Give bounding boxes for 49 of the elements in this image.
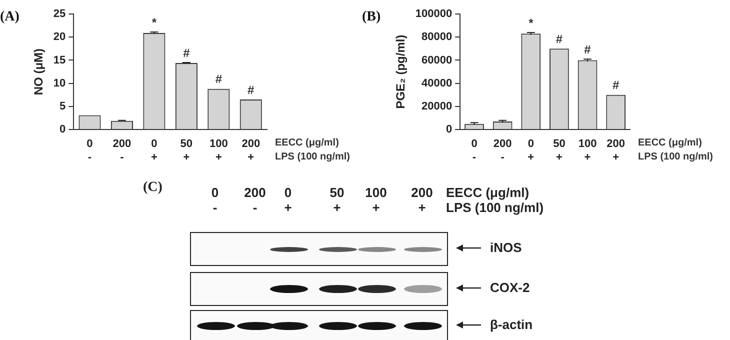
data-label: * bbox=[152, 15, 157, 30]
data-label: # bbox=[215, 72, 222, 86]
y-tick-label: 20 bbox=[53, 31, 66, 44]
category-label: 200 - bbox=[244, 185, 266, 215]
text: (C) bbox=[143, 180, 162, 196]
x-tick-label: 200 - bbox=[493, 138, 512, 164]
text: COX-2 bbox=[490, 280, 530, 295]
text: iNOS bbox=[490, 240, 522, 255]
x-tick-label: 0 + bbox=[150, 138, 158, 164]
y-tick-label: 0 bbox=[446, 124, 452, 136]
x-tick-label: 50 + bbox=[180, 138, 193, 164]
x-axis-title: EECC (μg/ml) LPS (100 ng/ml) bbox=[275, 137, 350, 162]
data-label: # bbox=[248, 82, 255, 97]
category-label: 200 + bbox=[411, 185, 433, 215]
x-axis-title: EECC (μg/ml) LPS (100 ng/ml) bbox=[638, 137, 714, 162]
y-axis-title: PGE₂ (pg/ml) bbox=[394, 34, 408, 109]
text: β-actin bbox=[490, 317, 533, 332]
x-tick-label: 100 + bbox=[209, 138, 228, 164]
category-label: 0 + bbox=[284, 185, 292, 215]
category-label: 0 - bbox=[211, 185, 219, 215]
data-label: # bbox=[584, 42, 592, 56]
text: EECC (μg/ml) LPS (100 ng/ml) bbox=[446, 185, 544, 215]
y-tick-label: 80000 bbox=[422, 31, 452, 44]
chart-title: (B) bbox=[362, 10, 381, 25]
x-tick-label: 0 + bbox=[528, 138, 534, 164]
y-tick-label: 5 bbox=[60, 100, 66, 113]
y-tick-label: 20000 bbox=[422, 100, 452, 113]
y-tick-label: 60000 bbox=[422, 54, 452, 66]
x-tick-label: 200 + bbox=[606, 138, 626, 164]
category-label: 100 + bbox=[365, 185, 387, 215]
chart-title: (A) bbox=[0, 10, 20, 25]
x-tick-label: 200 - bbox=[112, 138, 132, 164]
data-label: # bbox=[612, 78, 620, 92]
x-tick-label: 0 - bbox=[86, 138, 93, 164]
y-tick-label: 15 bbox=[53, 54, 66, 66]
y-tick-label: 40000 bbox=[422, 77, 452, 90]
y-tick-label: 25 bbox=[53, 8, 66, 20]
y-tick-label: 0 bbox=[60, 124, 66, 136]
data-label: # bbox=[556, 32, 563, 46]
x-tick-label: 50 + bbox=[553, 138, 566, 164]
x-tick-label: 100 + bbox=[578, 138, 597, 164]
data-label: * bbox=[528, 16, 534, 30]
y-axis-title: NO (μM) bbox=[32, 48, 46, 96]
x-tick-label: 0 - bbox=[471, 138, 478, 164]
category-label: 50 + bbox=[330, 185, 344, 215]
x-tick-label: 200 + bbox=[242, 138, 260, 164]
data-label: # bbox=[183, 46, 190, 60]
y-tick-label: 100000 bbox=[415, 8, 452, 20]
y-tick-label: 10 bbox=[53, 77, 66, 90]
